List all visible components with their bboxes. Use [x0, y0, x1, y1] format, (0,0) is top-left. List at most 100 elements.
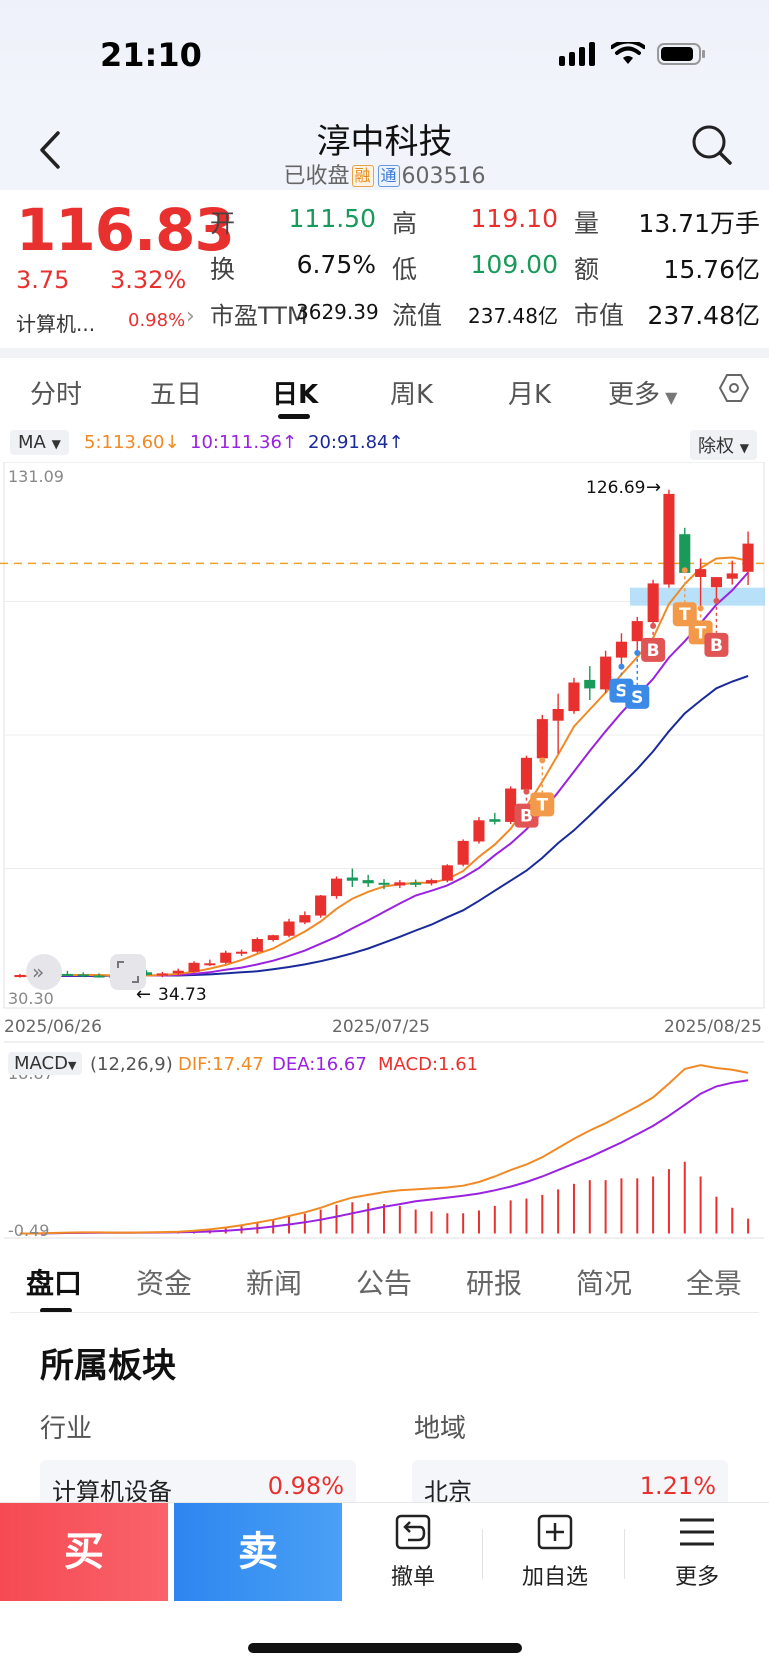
- signal-icon: [559, 42, 595, 66]
- chart-grid: [3, 462, 765, 1009]
- region-label: 地域: [414, 1414, 467, 1444]
- caret-down-icon: ▼: [660, 388, 678, 407]
- ma10-value: 10:111.36↑: [190, 432, 297, 453]
- ma-selector[interactable]: MA ▼: [10, 430, 69, 455]
- cancel-order-label: 撤单: [390, 1565, 435, 1590]
- macd-value: MACD:1.61: [378, 1054, 479, 1075]
- candle-body: [77, 974, 89, 977]
- ma20-line: [19, 675, 749, 977]
- arrow-up-icon: ↑: [388, 432, 404, 453]
- signal-label: S: [615, 682, 627, 702]
- tab-monthly-k[interactable]: 月K: [508, 380, 552, 410]
- signal-dot: [618, 663, 625, 670]
- candle-body: [410, 882, 422, 885]
- macd-panel: [4, 1041, 764, 1239]
- status-bar: 21:10: [0, 0, 769, 100]
- arrow-up-icon: ↑: [281, 432, 298, 453]
- candle-body: [267, 935, 279, 940]
- ma-legend: MA ▼ 5:113.60↓ 10:111.36↑ 20:91.84↑ 除权 ▼: [0, 428, 769, 462]
- low-mark-label: 34.73: [158, 985, 207, 1005]
- volume-label: 量: [574, 209, 600, 238]
- more-button[interactable]: 更多: [642, 1513, 752, 1591]
- market-cap-value: 237.48亿: [647, 301, 760, 330]
- settings-hexagon-icon[interactable]: [718, 372, 750, 404]
- signal-dot: [681, 567, 688, 574]
- caret-down-icon: ▼: [67, 1059, 77, 1072]
- low-value: 109.00: [470, 250, 558, 279]
- signal-badge: [641, 637, 666, 662]
- sell-button[interactable]: 卖: [174, 1503, 342, 1601]
- y-max-label: 131.09: [8, 467, 64, 486]
- high-value: 119.10: [470, 204, 558, 233]
- volume-value: 13.71万手: [638, 209, 760, 238]
- dif-line: [19, 1064, 749, 1235]
- price-change-pct: 3.32%: [110, 266, 187, 294]
- arrow-down-icon: ↓: [164, 432, 180, 453]
- candle-body: [647, 583, 659, 623]
- macd-selector[interactable]: MACD▼: [8, 1052, 83, 1075]
- section-title: 所属板块: [40, 1346, 176, 1386]
- arrow-right-icon: →: [646, 477, 661, 498]
- divider: [10, 1312, 759, 1313]
- ma20-polyline: [19, 675, 749, 977]
- adjust-label: 除权: [698, 436, 735, 457]
- divider: [624, 1529, 625, 1579]
- candle-body: [726, 573, 738, 579]
- candle-body: [457, 840, 469, 865]
- tab-research[interactable]: 研报: [466, 1267, 523, 1300]
- add-watchlist-label: 加自选: [521, 1565, 588, 1590]
- tab-announcements[interactable]: 公告: [356, 1267, 413, 1300]
- tab-funds[interactable]: 资金: [136, 1267, 193, 1300]
- ma10-text: 10:111.36: [190, 432, 282, 453]
- tab-news[interactable]: 新闻: [246, 1267, 303, 1300]
- search-icon[interactable]: [691, 124, 733, 166]
- candle-body: [615, 641, 627, 658]
- candle-body: [394, 882, 406, 886]
- macd-legend: MACD▼ (12,26,9) DIF:17.47 DEA:16.67 MACD…: [0, 1050, 769, 1080]
- last-price: 116.83: [16, 196, 235, 264]
- stock-name: 淳中科技: [316, 122, 453, 162]
- wifi-icon: [611, 42, 645, 64]
- date-start: 2025/06/26: [4, 1017, 102, 1037]
- market-cap-label: 市值: [574, 301, 625, 330]
- stock-subtitle: 已收盘融通 603516: [0, 158, 769, 190]
- tab-intraday[interactable]: 分时: [30, 380, 83, 410]
- amount-value: 15.76亿: [663, 255, 760, 284]
- tab-overview[interactable]: 全景: [686, 1267, 743, 1300]
- signal-label: T: [695, 623, 707, 643]
- adjust-selector[interactable]: 除权 ▼: [690, 430, 757, 460]
- tab-five-day[interactable]: 五日: [150, 380, 203, 410]
- buy-button[interactable]: 买: [0, 1503, 168, 1601]
- price-change: 3.75: [16, 266, 70, 294]
- tab-order-book[interactable]: 盘口: [26, 1267, 83, 1300]
- macd-y-min: -0.49: [8, 1221, 49, 1240]
- stock-code: 603516: [401, 164, 486, 189]
- back-icon[interactable]: [38, 130, 62, 170]
- tab-weekly-k[interactable]: 周K: [390, 380, 434, 410]
- candle-body: [93, 975, 105, 978]
- candle-body: [536, 719, 548, 759]
- add-watchlist-button[interactable]: 加自选: [500, 1513, 610, 1591]
- tab-daily-k[interactable]: 日K: [272, 380, 319, 410]
- market-status: 已收盘: [283, 164, 350, 189]
- candle-body: [742, 543, 754, 572]
- expand-left-icon: »: [26, 954, 62, 990]
- candle-body: [378, 882, 390, 885]
- tab-profile[interactable]: 简况: [576, 1267, 633, 1300]
- signal-label: B: [710, 636, 723, 656]
- candles: [14, 489, 754, 979]
- turnover-value: 6.75%: [296, 250, 376, 279]
- signal-dot: [539, 757, 546, 764]
- candle-body: [663, 493, 675, 585]
- candle-body: [552, 709, 564, 721]
- tab-more[interactable]: 更多 ▼: [608, 374, 677, 411]
- candle-body: [631, 621, 643, 642]
- cancel-order-button[interactable]: 撤单: [358, 1513, 468, 1591]
- info-tabs: 盘口 资金 新闻 公告 研报 简况 全景: [0, 1256, 769, 1313]
- candle-body: [710, 577, 722, 588]
- chevron-right-icon: ›: [186, 304, 195, 329]
- industry-link[interactable]: 计算机...: [16, 312, 96, 336]
- float-cap-label: 流值: [392, 301, 443, 330]
- signal-badge: [625, 684, 650, 709]
